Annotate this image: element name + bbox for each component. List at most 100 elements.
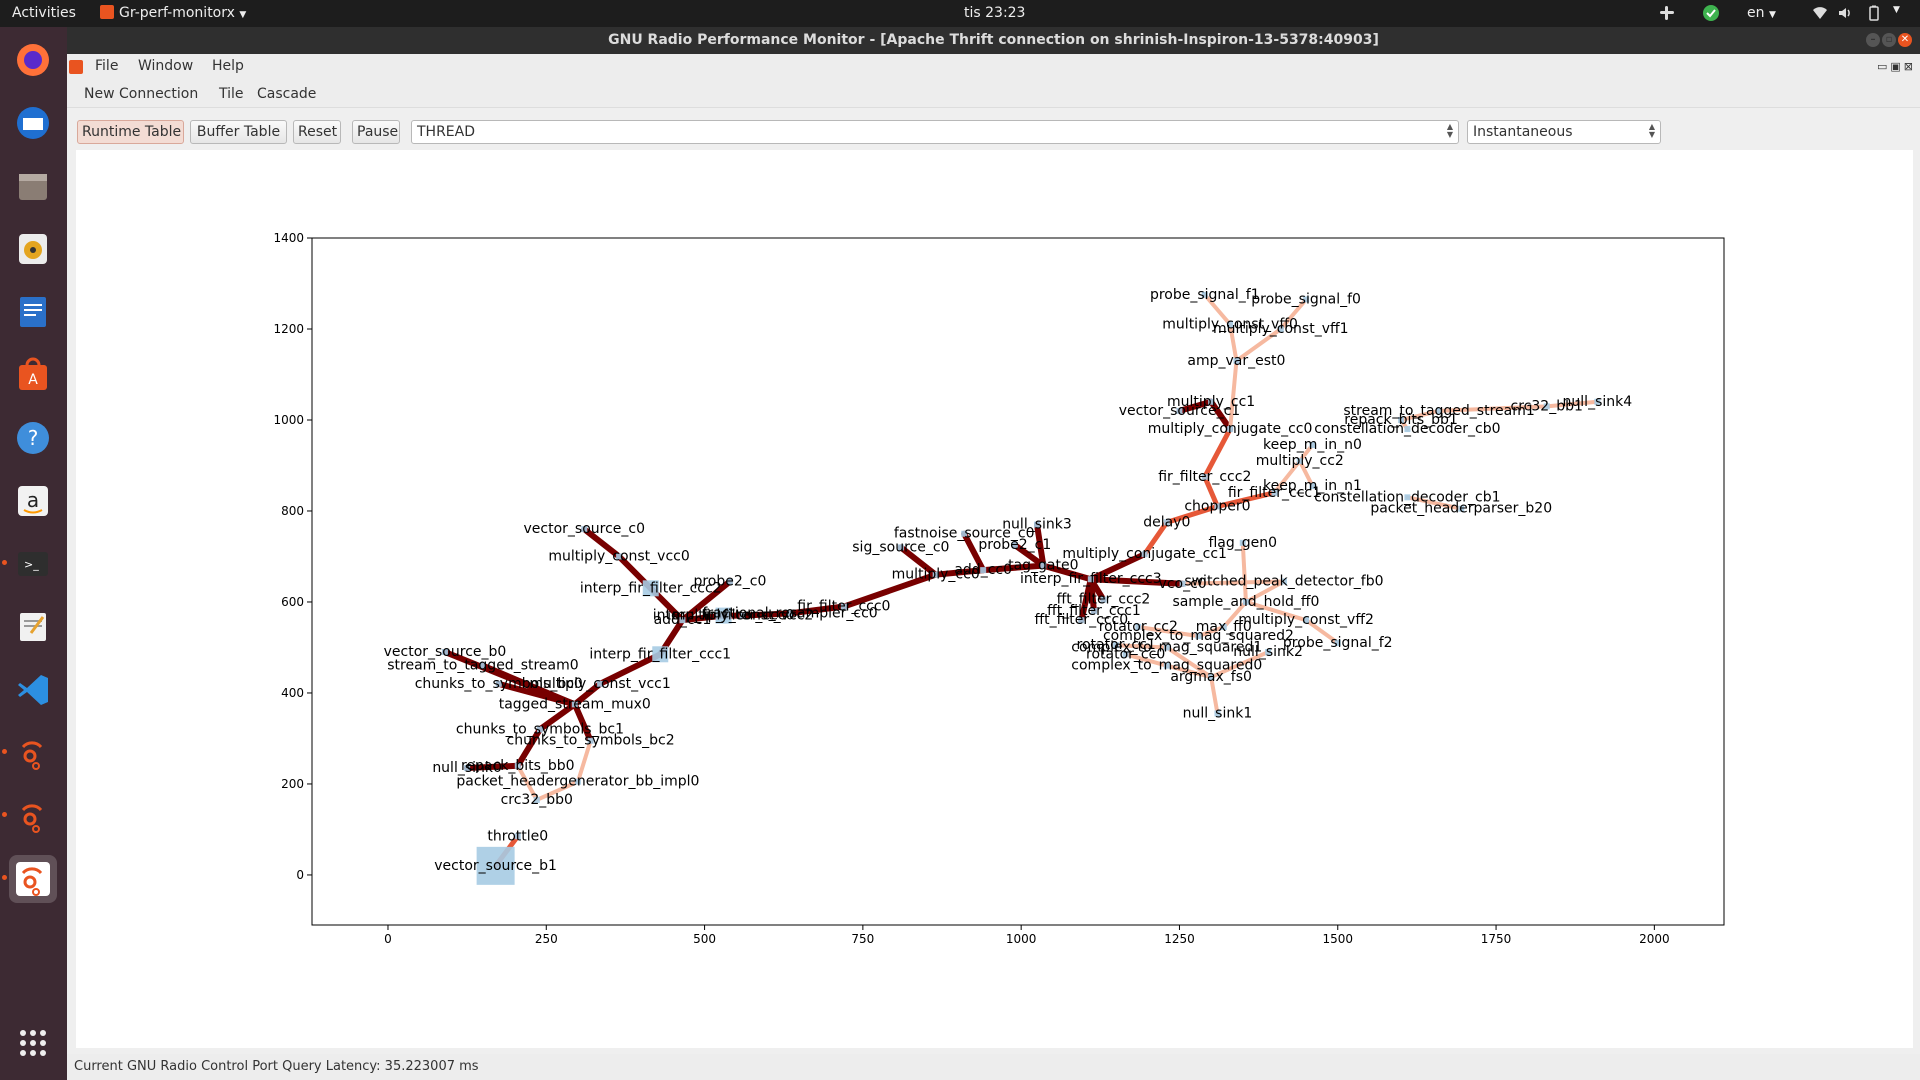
graph-edge xyxy=(1202,474,1220,509)
battery-icon[interactable] xyxy=(1866,5,1882,21)
graph-node-label: probe_signal_f0 xyxy=(1251,291,1361,307)
dock-software[interactable]: A xyxy=(9,351,57,399)
dock-firefox[interactable] xyxy=(9,36,57,84)
slack-icon[interactable] xyxy=(1659,5,1675,21)
graph-edge xyxy=(1033,521,1047,569)
graph-node-label: repack_bits_bb1 xyxy=(1344,412,1458,428)
graph-node-label: argmax_fs0 xyxy=(1170,669,1252,685)
dock-terminal[interactable]: >_ xyxy=(2,540,57,588)
volume-icon[interactable] xyxy=(1837,5,1853,21)
x-tick-label: 2000 xyxy=(1639,932,1670,946)
system-menu-chevron-icon[interactable]: ▼ xyxy=(1893,5,1900,15)
graph-edge xyxy=(1209,675,1220,716)
graph-node xyxy=(1233,357,1240,364)
runtime-table-button[interactable]: Runtime Table xyxy=(77,120,184,144)
graph-edge xyxy=(1180,579,1286,586)
maximize-icon[interactable]: ▫ xyxy=(1882,33,1896,47)
graph-edge xyxy=(961,530,987,574)
graph-node xyxy=(1242,598,1249,605)
menu-help[interactable]: Help xyxy=(212,58,244,74)
new-connection-button[interactable]: New Connection xyxy=(84,86,199,102)
dock-text-editor[interactable] xyxy=(9,603,57,651)
pause-button[interactable]: Pause xyxy=(352,120,400,144)
menu-window[interactable]: Window xyxy=(138,58,194,74)
mdi-restore-icon[interactable]: ▣ xyxy=(1890,60,1904,73)
app-menu[interactable]: Gr-perf-monitorx ▼ xyxy=(100,5,246,21)
reset-button[interactable]: Reset xyxy=(293,120,341,144)
cascade-button[interactable]: Cascade xyxy=(257,86,317,102)
graph-node xyxy=(1214,503,1221,510)
buffer-table-button[interactable]: Buffer Table xyxy=(190,120,287,144)
graph-node-label: multiply_const_vcc1 xyxy=(529,676,670,692)
menu-file[interactable]: File xyxy=(95,58,119,74)
flowgraph-plot[interactable]: 0 250 500 750 1000 1250 1500 1750 2000 0 200 400 600… xyxy=(76,150,1913,1048)
dock-rhythmbox[interactable] xyxy=(9,225,57,273)
dock-gnuradio-2[interactable] xyxy=(2,792,57,840)
graph-node-label: switched_peak_detector_fb0 xyxy=(1184,574,1383,590)
graph-node xyxy=(1163,519,1170,526)
graph-node xyxy=(1309,442,1316,449)
graph-node-label: null_sink3 xyxy=(1002,517,1072,533)
minimize-icon[interactable]: – xyxy=(1866,33,1880,47)
graph-node xyxy=(726,578,733,585)
graph-node-label: fft_filter_ccc0 xyxy=(1034,612,1128,628)
graph-node-label: rotator_cc0 xyxy=(1086,646,1165,662)
graph-edge xyxy=(1437,404,1549,413)
graph-node xyxy=(571,701,578,708)
dock-thunderbird[interactable] xyxy=(9,99,57,147)
graph-node xyxy=(1404,426,1411,433)
mdi-minimize-icon[interactable]: ▭ xyxy=(1876,60,1891,73)
activities-button[interactable]: Activities xyxy=(12,5,76,21)
graph-node-label: complex_to_mag_squared0 xyxy=(1071,658,1262,674)
graph-node xyxy=(642,580,659,597)
graph-node xyxy=(897,544,904,551)
graph-node xyxy=(587,737,594,744)
graph-node xyxy=(1033,521,1040,528)
mode-select[interactable]: Instantaneous ▲ ▼ xyxy=(1467,120,1661,144)
dock-files[interactable] xyxy=(9,162,57,210)
wifi-icon[interactable] xyxy=(1812,5,1828,21)
graph-node-label: amp_var_est0 xyxy=(1187,353,1285,369)
chevron-down-icon: ▼ xyxy=(239,10,247,20)
dock-vscode[interactable] xyxy=(9,666,57,714)
thread-select[interactable]: THREAD ▲ ▼ xyxy=(411,120,1459,144)
dock-gnuradio-1[interactable] xyxy=(2,729,57,777)
graph-edge xyxy=(1040,562,1094,583)
dock-gnuradio-perf-monitor[interactable] xyxy=(2,855,57,903)
clock[interactable]: tis 23:23 xyxy=(964,5,1026,21)
graph-node xyxy=(1179,580,1186,587)
graph-edge xyxy=(1123,652,1169,668)
x-tick-label: 1000 xyxy=(1006,932,1037,946)
graph-node-label: probe_signal_f2 xyxy=(1283,635,1393,651)
close-icon[interactable]: ✕ xyxy=(1898,33,1912,47)
graph-node xyxy=(1398,416,1405,423)
dock-help[interactable]: ? xyxy=(9,414,57,462)
graph-node xyxy=(1309,482,1316,489)
graph-edge xyxy=(1214,490,1277,509)
graph-node-label: crc32_bb0 xyxy=(501,792,573,808)
graph-node-label: fft_filter_ccc2 xyxy=(1057,592,1151,608)
dock-amazon[interactable]: a xyxy=(9,477,57,525)
graph-edge xyxy=(1087,576,1186,587)
graph-edge xyxy=(1164,645,1214,680)
graph-node-label: keep_m_in_n0 xyxy=(1263,437,1362,453)
update-check-icon[interactable] xyxy=(1703,5,1719,21)
x-tick-label: 0 xyxy=(384,932,392,946)
show-applications-button[interactable] xyxy=(9,1019,57,1067)
plot-canvas[interactable]: 0 250 500 750 1000 1250 1500 1750 2000 0 200 400 600… xyxy=(76,150,1913,1048)
graph-edge xyxy=(1196,624,1226,639)
dock-writer[interactable] xyxy=(9,288,57,336)
graph-node-label: probe2_c0 xyxy=(693,574,766,590)
graph-edge xyxy=(1221,599,1248,629)
mdi-window-controls[interactable]: ▭▣⊠ xyxy=(1877,60,1916,73)
graph-node-label: packet_headergenerator_bb_impl0 xyxy=(456,774,699,790)
window-titlebar[interactable]: GNU Radio Performance Monitor - [Apache … xyxy=(67,27,1920,54)
spinner-arrows-icon: ▲ ▼ xyxy=(1648,122,1655,139)
svg-text:A: A xyxy=(28,372,38,388)
graph-node-label: keep_m_in_n1 xyxy=(1263,478,1362,494)
graph-node-label: chunks_to_symbols_bc2 xyxy=(507,733,675,749)
tile-button[interactable]: Tile xyxy=(219,86,244,102)
language-indicator[interactable]: en ▼ xyxy=(1747,5,1776,21)
mdi-close-icon[interactable]: ⊠ xyxy=(1903,60,1916,73)
dock: A ? a >_ xyxy=(0,27,67,1080)
